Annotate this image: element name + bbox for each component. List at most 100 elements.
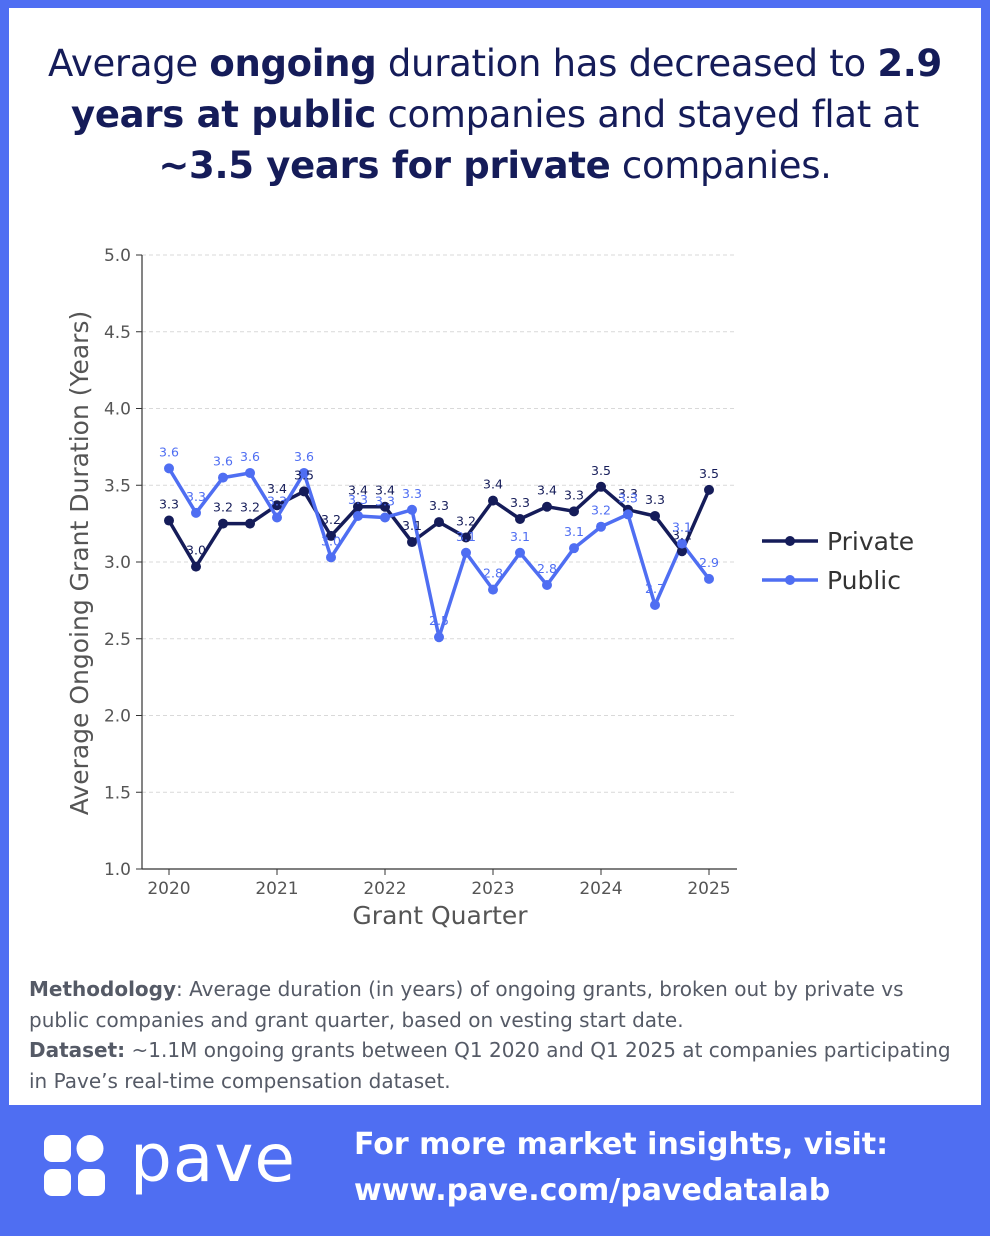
x-axis-label: Grant Quarter <box>352 901 528 930</box>
public-data-label: 3.6 <box>159 444 179 459</box>
dataset-text: ~1.1M ongoing grants between Q1 2020 and… <box>29 1038 951 1093</box>
public-point <box>461 547 471 558</box>
x-tick-label: 2025 <box>687 879 730 899</box>
headline-bold: ~3.5 years for private <box>158 144 611 187</box>
brand-wordmark: pave <box>130 1120 297 1197</box>
public-point <box>191 507 201 518</box>
private-data-label: 3.3 <box>564 487 584 502</box>
public-point <box>677 538 687 549</box>
headline-part: duration has decreased to <box>376 42 878 85</box>
private-data-label: 3.0 <box>186 543 206 558</box>
private-data-label: 3.1 <box>672 527 692 542</box>
public-data-label: 2.8 <box>537 561 557 576</box>
private-point <box>515 514 525 525</box>
private-point <box>542 501 552 512</box>
headline-part: Average <box>48 42 210 85</box>
private-data-label: 3.1 <box>402 518 422 533</box>
x-tick-label: 2024 <box>579 879 622 899</box>
headline-bold: 2.9 years at public <box>71 42 942 136</box>
y-tick-label: 2.5 <box>104 630 131 650</box>
x-tick-label: 2021 <box>255 879 298 899</box>
public-point <box>488 584 498 595</box>
y-tick-label: 3.5 <box>104 476 131 496</box>
y-ticks: 1.0 1.5 2.0 2.5 3.0 3.5 4.0 4.5 5.0 <box>104 246 142 880</box>
private-point <box>434 517 444 528</box>
public-point <box>704 573 714 584</box>
public-data-label: 2.8 <box>483 566 503 581</box>
private-point <box>218 518 228 529</box>
private-point <box>326 530 336 541</box>
private-data-label: 3.3 <box>429 498 449 513</box>
private-data-label: 3.4 <box>348 483 368 498</box>
footer-line-1: For more market insights, visit: <box>354 1127 889 1162</box>
infographic-card: Average ongoing duration has decreased t… <box>9 8 981 1105</box>
x-tick-label: 2022 <box>363 879 406 899</box>
private-point <box>650 510 660 521</box>
y-tick-label: 1.5 <box>104 783 131 803</box>
public-point <box>407 504 417 515</box>
private-data-label: 3.5 <box>294 467 314 482</box>
private-data-label: 3.2 <box>213 500 233 515</box>
public-point <box>326 552 336 563</box>
public-data-label: 3.6 <box>213 454 233 469</box>
private-point <box>461 532 471 543</box>
headline: Average ongoing duration has decreased t… <box>29 38 961 191</box>
private-point <box>704 484 714 495</box>
x-ticks: 2020 2021 2022 2023 2024 2025 <box>147 869 731 899</box>
public-data-label: 3.3 <box>348 492 368 507</box>
public-point <box>353 510 363 521</box>
private-point <box>677 546 687 557</box>
private-point <box>596 481 606 492</box>
private-data-label: 3.4 <box>375 483 395 498</box>
private-data-label: 3.5 <box>699 466 719 481</box>
public-data-label: 3.6 <box>240 449 260 464</box>
private-data-label: 3.3 <box>645 492 665 507</box>
public-point <box>596 521 606 532</box>
private-point <box>407 537 417 548</box>
methodology-text: : Average duration (in years) of ongoing… <box>29 977 904 1032</box>
private-data-label: 3.4 <box>537 483 557 498</box>
public-point <box>380 512 390 523</box>
public-point <box>542 580 552 591</box>
public-data-label: 3.3 <box>402 486 422 501</box>
public-point <box>650 599 660 610</box>
public-data-label: 3.1 <box>672 520 692 535</box>
public-legend-label: Public <box>827 566 901 595</box>
line-chart: 1.0 1.5 2.0 2.5 3.0 3.5 4.0 4.5 5.0 2020 2021 2022… <box>65 246 914 930</box>
y-tick-label: 4.0 <box>104 400 131 420</box>
private-point <box>245 518 255 529</box>
private-point <box>272 500 282 511</box>
y-tick-label: 3.0 <box>104 553 131 573</box>
private-data-label: 3.3 <box>618 486 638 501</box>
public-data-label: 2.9 <box>699 555 719 570</box>
private-point <box>191 561 201 572</box>
public-data-label: 3.3 <box>618 490 638 505</box>
x-tick-label: 2023 <box>471 879 514 899</box>
private-point <box>380 501 390 512</box>
private-data-label: 3.3 <box>510 495 530 510</box>
private-data-label: 3.2 <box>240 500 260 515</box>
private-point <box>299 486 309 497</box>
public-point <box>569 543 579 554</box>
methodology-note: Methodology: Average duration (in years)… <box>29 974 959 1096</box>
headline-part: companies. <box>610 144 832 187</box>
private-data-label: 3.3 <box>159 497 179 512</box>
public-point <box>164 463 174 474</box>
series-points <box>164 463 714 643</box>
private-data-label: 3.2 <box>456 513 476 528</box>
public-point <box>218 472 228 483</box>
public-data-label: 3.3 <box>267 493 287 508</box>
dataset-label: Dataset: <box>29 1038 126 1062</box>
public-data-label: 2.5 <box>429 613 449 628</box>
private-legend-marker <box>785 536 795 546</box>
pave-logo-icon <box>44 1135 105 1196</box>
public-point <box>245 467 255 478</box>
headline-part: companies and stayed flat at <box>376 93 919 136</box>
footer-url-link[interactable]: www.pave.com/pavedatalab <box>354 1173 831 1208</box>
y-tick-label: 5.0 <box>104 246 131 266</box>
x-tick-label: 2020 <box>147 879 190 899</box>
private-data-label: 3.5 <box>591 463 611 478</box>
headline-bold: ongoing <box>209 42 377 85</box>
footer-cta: For more market insights, visit: www.pav… <box>354 1122 888 1214</box>
public-data-label: 3.1 <box>510 529 530 544</box>
